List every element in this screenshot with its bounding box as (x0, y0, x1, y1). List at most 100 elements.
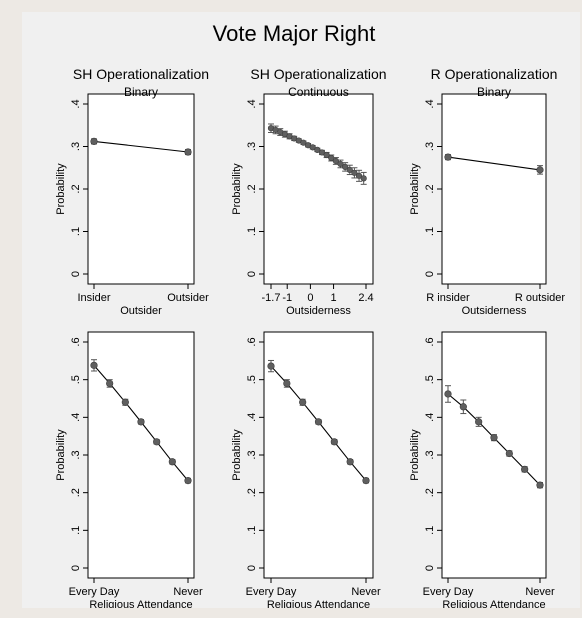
y-tick-label: .2 (246, 184, 258, 193)
y-tick-label: .3 (70, 450, 82, 459)
y-tick-label: .1 (246, 526, 258, 535)
data-point (346, 166, 353, 173)
series-line (447, 156, 541, 171)
x-tick-label: Every Day (69, 586, 120, 598)
data-point (314, 418, 323, 426)
y-tick-label: .6 (424, 337, 436, 346)
data-point (330, 438, 338, 446)
data-point (309, 144, 316, 151)
data-point (299, 398, 307, 406)
data-point (459, 403, 467, 411)
data-point (153, 438, 161, 446)
y-tick-label: 0 (70, 565, 82, 571)
panel-subtitle: Binary (124, 85, 158, 99)
series-line (93, 140, 189, 153)
x-tick-label: Every Day (423, 586, 474, 598)
data-point (137, 418, 145, 426)
plot-area (87, 331, 195, 579)
data-point (346, 458, 354, 466)
y-tick-label: 0 (246, 271, 258, 277)
x-tick-label: Never (351, 586, 381, 598)
figure-title: Vote Major Right (213, 21, 376, 46)
panel-1: SH Operationalization Binary 0 .1 .2 .3 .4 Prob… (55, 66, 209, 317)
data-point (536, 481, 544, 489)
data-point (342, 163, 349, 170)
panels-group: SH OperationalizationBinary0.1.2.3.4Prob… (55, 66, 565, 608)
data-point (505, 449, 513, 458)
x-axis-label: Outsider (120, 305, 162, 317)
data-point (355, 172, 363, 179)
figure-svg: Vote Major Right SH Operationalization Bi… (55, 21, 565, 608)
data-point (360, 175, 367, 182)
y-axis-label: Probability (409, 163, 421, 215)
data-point (90, 137, 98, 145)
x-tick-label: -1 (282, 292, 292, 304)
data-point (106, 379, 114, 388)
x-tick-label: Never (173, 586, 203, 598)
data-point (184, 477, 192, 485)
y-tick-label: 0 (424, 271, 436, 277)
y-axis-label: Probability (409, 429, 421, 481)
data-point (121, 398, 129, 406)
data-point (332, 157, 339, 165)
figure-canvas: Vote Major Right SH Operationalization Bi… (22, 12, 580, 608)
y-tick-label: .4 (246, 99, 258, 108)
plot-area (87, 93, 195, 285)
plot-area (263, 331, 374, 579)
y-axis-label: Probability (231, 429, 243, 481)
data-point (490, 434, 498, 442)
y-axis-label: Probability (55, 429, 67, 481)
data-point (300, 139, 307, 146)
x-tick-label: 0 (307, 292, 313, 304)
y-tick-label: .4 (424, 413, 436, 422)
panel-6: 0 .1 .2 .3 .4 .5 .6 Probability Every Day NeverRe… (409, 331, 555, 608)
x-tick-label: Every Day (246, 586, 297, 598)
x-axis-label: Outsiderness (462, 305, 527, 317)
x-axis-label: Religious Attendance (89, 599, 192, 608)
x-axis-label: Religious Attendance (267, 599, 370, 608)
data-point (168, 458, 176, 466)
y-axis-label: Probability (55, 163, 67, 215)
data-point (337, 160, 344, 168)
y-tick-label: 0 (70, 271, 82, 277)
y-tick-label: .2 (424, 488, 436, 497)
x-tick-label: Never (525, 586, 555, 598)
y-tick-label: .4 (424, 99, 436, 108)
x-tick-label: 2.4 (358, 292, 373, 304)
plot-area (263, 93, 374, 285)
y-tick-label: .3 (246, 142, 258, 151)
data-point (283, 379, 291, 388)
y-tick-label: .2 (246, 488, 258, 497)
y-tick-label: .1 (70, 526, 82, 535)
data-point (351, 169, 358, 176)
y-tick-label: .3 (246, 450, 258, 459)
panel-title: SH Operationalization (250, 66, 386, 82)
y-tick-label: .4 (70, 99, 82, 108)
y-tick-label: 0 (246, 565, 258, 571)
panel-5: 0 .1 .2 .3 .4 .5 .6 Probability Every Day NeverRe… (231, 331, 381, 608)
x-axis-label: Outsiderness (286, 305, 351, 317)
data-point (444, 390, 452, 398)
plot-area (441, 331, 547, 579)
panel-subtitle: Continuous (288, 85, 349, 99)
y-axis-label: Probability (231, 163, 243, 215)
x-tick-label: Outsider (167, 292, 209, 304)
y-tick-label: .5 (424, 375, 436, 384)
y-tick-label: .5 (246, 375, 258, 384)
x-tick-label: 1 (330, 292, 336, 304)
y-tick-label: .4 (246, 413, 258, 422)
y-tick-label: .2 (70, 488, 82, 497)
data-point (475, 418, 483, 426)
x-tick-label: -1.7 (262, 292, 281, 304)
data-point (444, 153, 452, 161)
y-tick-label: .2 (70, 184, 82, 193)
data-point (90, 361, 98, 369)
y-tick-label: .3 (70, 142, 82, 151)
panel-3: R Operationalization Binary 0 .1 .2 .3 .4 Proba… (409, 66, 565, 317)
y-tick-label: .6 (246, 337, 258, 346)
data-point (184, 148, 192, 156)
y-tick-label: .5 (70, 375, 82, 384)
panel-subtitle: Binary (477, 85, 511, 99)
plot-area (441, 93, 547, 285)
y-tick-label: .3 (424, 450, 436, 459)
